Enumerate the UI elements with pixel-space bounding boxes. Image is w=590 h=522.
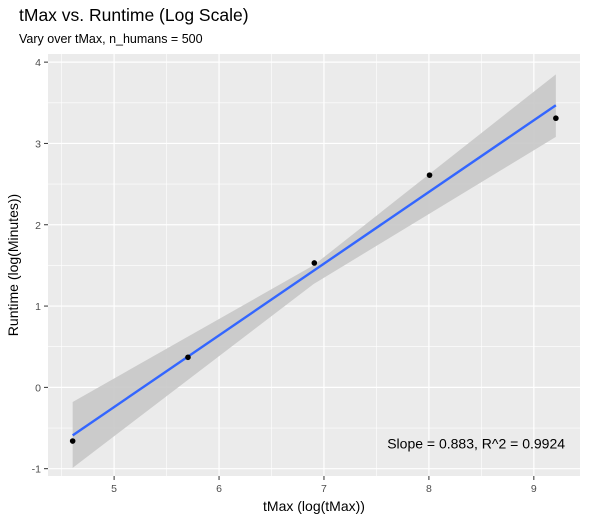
data-point: [426, 172, 433, 178]
y-tick-label: 0: [35, 382, 41, 394]
data-point: [185, 354, 191, 361]
x-tick-label: 5: [111, 483, 117, 495]
x-tick-label: 7: [321, 483, 327, 495]
x-tick-label: 8: [426, 483, 432, 495]
y-tick-label: 1: [35, 301, 41, 313]
y-tick-label: 4: [35, 57, 41, 69]
data-point: [69, 438, 76, 444]
x-axis-title: tMax (log(tMax)): [263, 498, 365, 514]
x-tick-label: 9: [531, 483, 537, 495]
x-axis-ticks: 5 6 7 8 9: [111, 476, 537, 495]
fit-annotation: Slope = 0.883, R^2 = 0.9924: [387, 435, 565, 451]
chart-title: tMax vs. Runtime (Log Scale): [19, 5, 249, 25]
x-tick-label: 6: [216, 483, 222, 495]
data-points: [69, 115, 559, 444]
y-tick-label: -1: [32, 464, 41, 476]
regression-line: [71, 104, 557, 437]
data-point: [553, 115, 559, 122]
y-tick-label: 2: [35, 220, 41, 232]
y-tick-label: 3: [35, 138, 41, 150]
y-axis-title: Runtime (log(Minutes)): [5, 194, 21, 336]
data-point: [311, 260, 318, 266]
y-axis-ticks: -1 0 1 2 3 4: [32, 57, 48, 476]
chart-subtitle: Vary over tMax, n_humans = 500: [19, 32, 203, 46]
